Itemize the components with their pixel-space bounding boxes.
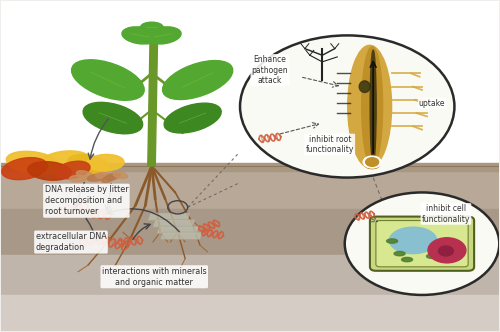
Polygon shape [157,226,199,234]
Ellipse shape [41,151,90,171]
Text: interactions with minerals
and organic matter: interactions with minerals and organic m… [102,267,206,287]
Circle shape [428,238,466,263]
Ellipse shape [390,227,436,254]
Ellipse shape [70,175,86,182]
Text: DNA release by litter
decomposition and
root turnover: DNA release by litter decomposition and … [44,185,128,216]
Circle shape [240,36,454,178]
Ellipse shape [87,174,106,181]
Bar [0,295,500,331]
Ellipse shape [370,50,376,163]
Ellipse shape [140,22,163,32]
Ellipse shape [164,103,221,133]
Bar [0,1,500,166]
Ellipse shape [2,158,48,180]
Circle shape [363,156,381,168]
Bar [0,209,500,259]
Bar [0,164,500,212]
Ellipse shape [72,60,144,100]
FancyBboxPatch shape [376,220,468,267]
FancyBboxPatch shape [370,216,474,271]
Ellipse shape [68,154,108,174]
Ellipse shape [56,161,90,179]
Circle shape [438,246,454,256]
Polygon shape [148,213,190,220]
Ellipse shape [6,151,60,174]
Ellipse shape [83,102,142,134]
Ellipse shape [426,254,438,258]
Ellipse shape [402,257,412,262]
Ellipse shape [144,27,181,44]
Ellipse shape [359,81,370,92]
Circle shape [344,193,500,295]
Text: uptake: uptake [418,99,445,108]
Ellipse shape [76,171,94,180]
Bar [0,163,500,171]
Text: extracellular DNA
degradation: extracellular DNA degradation [36,232,107,252]
Text: inhibit cell
functionality: inhibit cell functionality [422,204,470,224]
Ellipse shape [122,27,158,44]
Ellipse shape [102,176,114,183]
Ellipse shape [394,251,405,256]
Polygon shape [153,219,195,227]
Ellipse shape [348,45,392,168]
Ellipse shape [362,47,382,166]
Ellipse shape [106,173,120,180]
Ellipse shape [113,172,128,179]
Circle shape [366,158,378,166]
Polygon shape [160,232,202,239]
Text: inhibit root
functionality: inhibit root functionality [306,135,354,154]
Ellipse shape [162,60,233,100]
Ellipse shape [86,154,124,171]
Ellipse shape [96,173,113,179]
Ellipse shape [365,162,379,169]
Text: Enhance
pathogen
attack: Enhance pathogen attack [252,55,288,85]
Bar [0,255,500,298]
Ellipse shape [386,239,398,243]
Ellipse shape [28,162,72,180]
Polygon shape [148,27,158,166]
